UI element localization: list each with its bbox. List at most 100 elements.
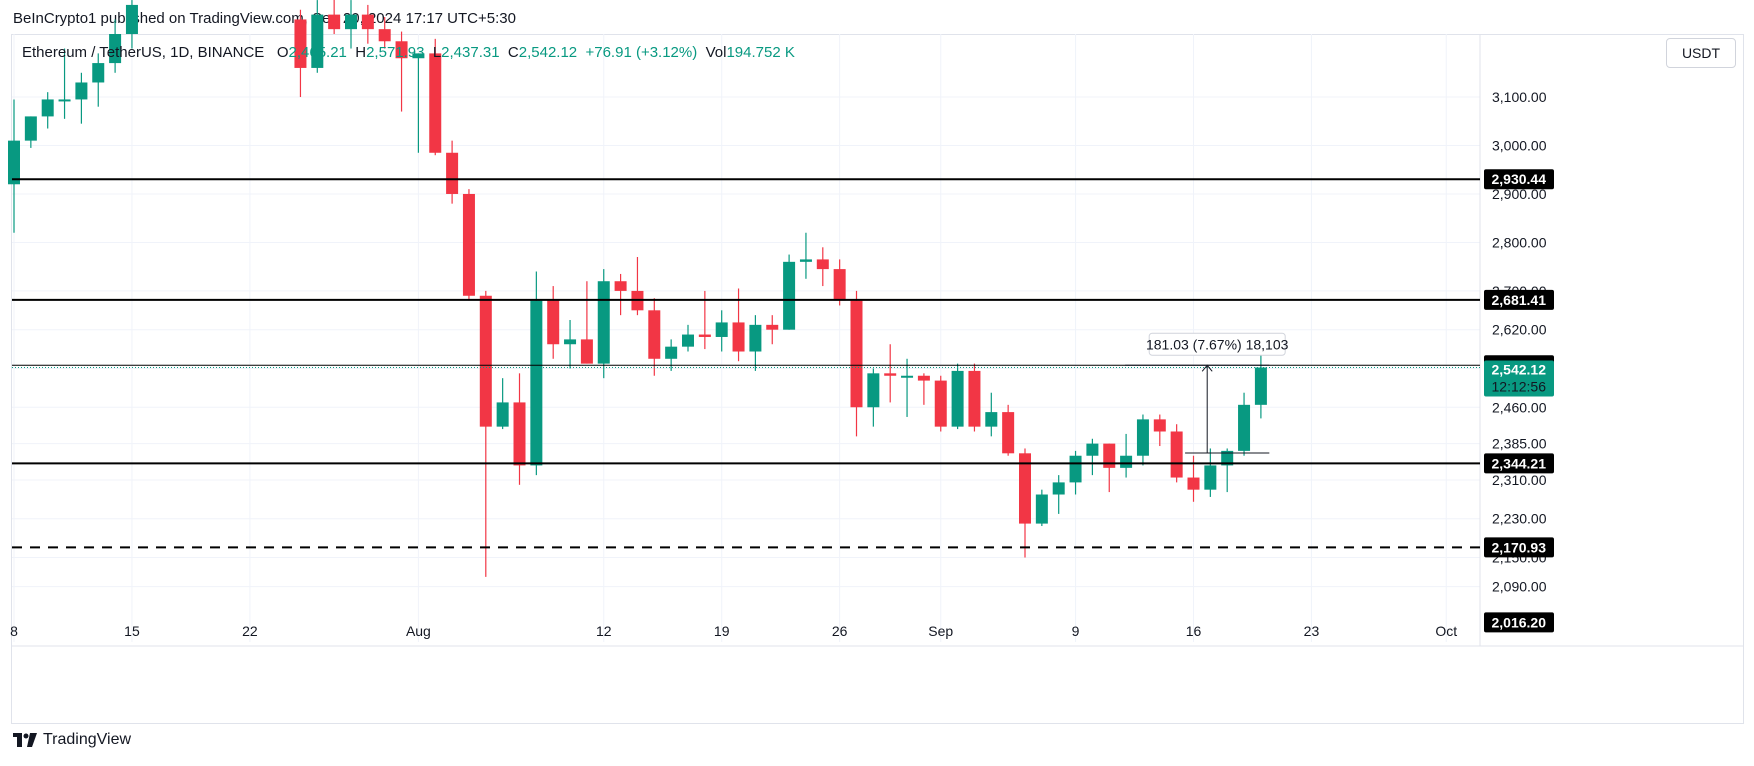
change-value: +76.91 (+3.12%) — [585, 44, 698, 61]
candle-up[interactable] — [682, 334, 694, 347]
high-value: 2,571.93 — [366, 44, 425, 61]
candle-down[interactable] — [833, 269, 846, 301]
candle-down[interactable] — [1187, 477, 1200, 490]
candle-up[interactable] — [564, 339, 577, 345]
candle-down[interactable] — [328, 14, 341, 30]
currency-button[interactable]: USDT — [1666, 38, 1736, 68]
y-tick-label: 2,090.00 — [1492, 579, 1547, 595]
candle-down[interactable] — [547, 300, 560, 345]
candle-up[interactable] — [8, 140, 20, 185]
publisher-line: BeInCrypto1 published on TradingView.com… — [13, 10, 516, 27]
candle-down[interactable] — [1019, 453, 1031, 524]
candle-up[interactable] — [1254, 367, 1267, 405]
candle-up[interactable] — [1086, 443, 1099, 456]
candle-up[interactable] — [1136, 419, 1149, 456]
level-badge — [1484, 169, 1554, 190]
candle-up[interactable] — [597, 281, 610, 364]
tradingview-logo-icon — [13, 733, 37, 747]
candle-down[interactable] — [580, 339, 593, 364]
candle-up[interactable] — [412, 53, 425, 59]
candle-down[interactable] — [479, 295, 492, 427]
open-label: O — [276, 44, 289, 61]
x-tick-label: 22 — [242, 623, 258, 639]
candle-down[interactable] — [513, 402, 526, 466]
candle-down[interactable] — [698, 334, 711, 337]
candle-down[interactable] — [917, 375, 930, 381]
candle-up[interactable] — [125, 4, 138, 34]
candle-down[interactable] — [816, 259, 829, 270]
x-tick-label: 19 — [714, 623, 730, 639]
chart-legend: Ethereum / TetherUS, 1D, BINANCE O2,465.… — [22, 44, 795, 61]
candle-up[interactable] — [496, 402, 509, 427]
y-tick-label: 2,460.00 — [1492, 399, 1547, 415]
level-badge — [1484, 537, 1554, 558]
candle-up[interactable] — [867, 373, 880, 408]
candle-down[interactable] — [968, 370, 981, 427]
level-label: 2,344.21 — [1492, 455, 1547, 471]
candle-down[interactable] — [884, 373, 897, 376]
candle-up[interactable] — [951, 370, 964, 427]
y-tick-label: 3,100.00 — [1492, 89, 1547, 105]
candle-up[interactable] — [799, 259, 812, 262]
candle-down[interactable] — [294, 19, 307, 68]
candle-down[interactable] — [1002, 412, 1015, 454]
chart-frame — [11, 34, 1744, 724]
candle-up[interactable] — [783, 261, 796, 330]
candle-down[interactable] — [934, 380, 947, 427]
y-tick-label: 2,800.00 — [1492, 234, 1547, 250]
countdown-label: 12:12:56 — [1492, 378, 1547, 394]
candle-up[interactable] — [1120, 455, 1133, 468]
x-tick-label: Oct — [1435, 623, 1457, 639]
candle-down[interactable] — [395, 41, 408, 59]
candle-up[interactable] — [92, 63, 105, 83]
candle-down[interactable] — [850, 300, 863, 408]
candle-up[interactable] — [75, 82, 88, 100]
x-tick-label: 23 — [1304, 623, 1320, 639]
candle-up[interactable] — [311, 14, 324, 68]
tradingview-logo[interactable]: TradingView — [13, 731, 131, 749]
y-tick-label: 2,900.00 — [1492, 186, 1547, 202]
candle-up[interactable] — [24, 116, 37, 141]
candle-up[interactable] — [41, 99, 54, 117]
candle-down[interactable] — [1103, 443, 1116, 468]
candle-up[interactable] — [1204, 465, 1217, 490]
level-label: 2,170.93 — [1492, 539, 1547, 555]
candle-down[interactable] — [614, 281, 627, 291]
candle-down[interactable] — [1153, 419, 1166, 432]
candle-up[interactable] — [749, 324, 762, 352]
candle-down[interactable] — [429, 53, 442, 153]
candle-down[interactable] — [732, 322, 745, 352]
candle-up[interactable] — [715, 322, 728, 337]
candle-up[interactable] — [58, 99, 71, 102]
candle-up[interactable] — [1052, 482, 1065, 495]
candle-down[interactable] — [462, 193, 475, 296]
candle-up[interactable] — [109, 34, 122, 64]
level-label: 2,681.41 — [1492, 292, 1547, 308]
candle-down[interactable] — [446, 152, 459, 194]
close-value: 2,542.12 — [518, 44, 578, 61]
y-tick-label: 3,000.00 — [1492, 137, 1547, 153]
candle-up[interactable] — [1221, 450, 1234, 466]
y-tick-label: 2,310.00 — [1492, 472, 1547, 488]
candle-up[interactable] — [985, 412, 998, 427]
candle-up[interactable] — [530, 300, 543, 466]
candle-down[interactable] — [766, 324, 779, 330]
candle-up[interactable] — [345, 14, 357, 30]
level-label: 2,930.44 — [1492, 171, 1547, 187]
candle-down[interactable] — [378, 29, 391, 42]
symbol-label[interactable]: Ethereum / TetherUS, 1D, BINANCE — [22, 44, 265, 61]
candle-up[interactable] — [665, 346, 678, 359]
candle-down[interactable] — [648, 310, 661, 359]
volume-label: Vol — [705, 44, 727, 61]
candle-up[interactable] — [1238, 404, 1251, 451]
y-tick-label: 2,230.00 — [1492, 511, 1547, 527]
x-tick-label: Sep — [928, 623, 953, 639]
candle-up[interactable] — [1035, 494, 1048, 524]
candle-up[interactable] — [901, 375, 914, 378]
candle-up[interactable] — [1069, 455, 1082, 483]
candle-down[interactable] — [1170, 431, 1183, 478]
candle-down[interactable] — [361, 14, 374, 30]
x-tick-label: 16 — [1186, 623, 1202, 639]
low-label: L — [432, 44, 442, 61]
